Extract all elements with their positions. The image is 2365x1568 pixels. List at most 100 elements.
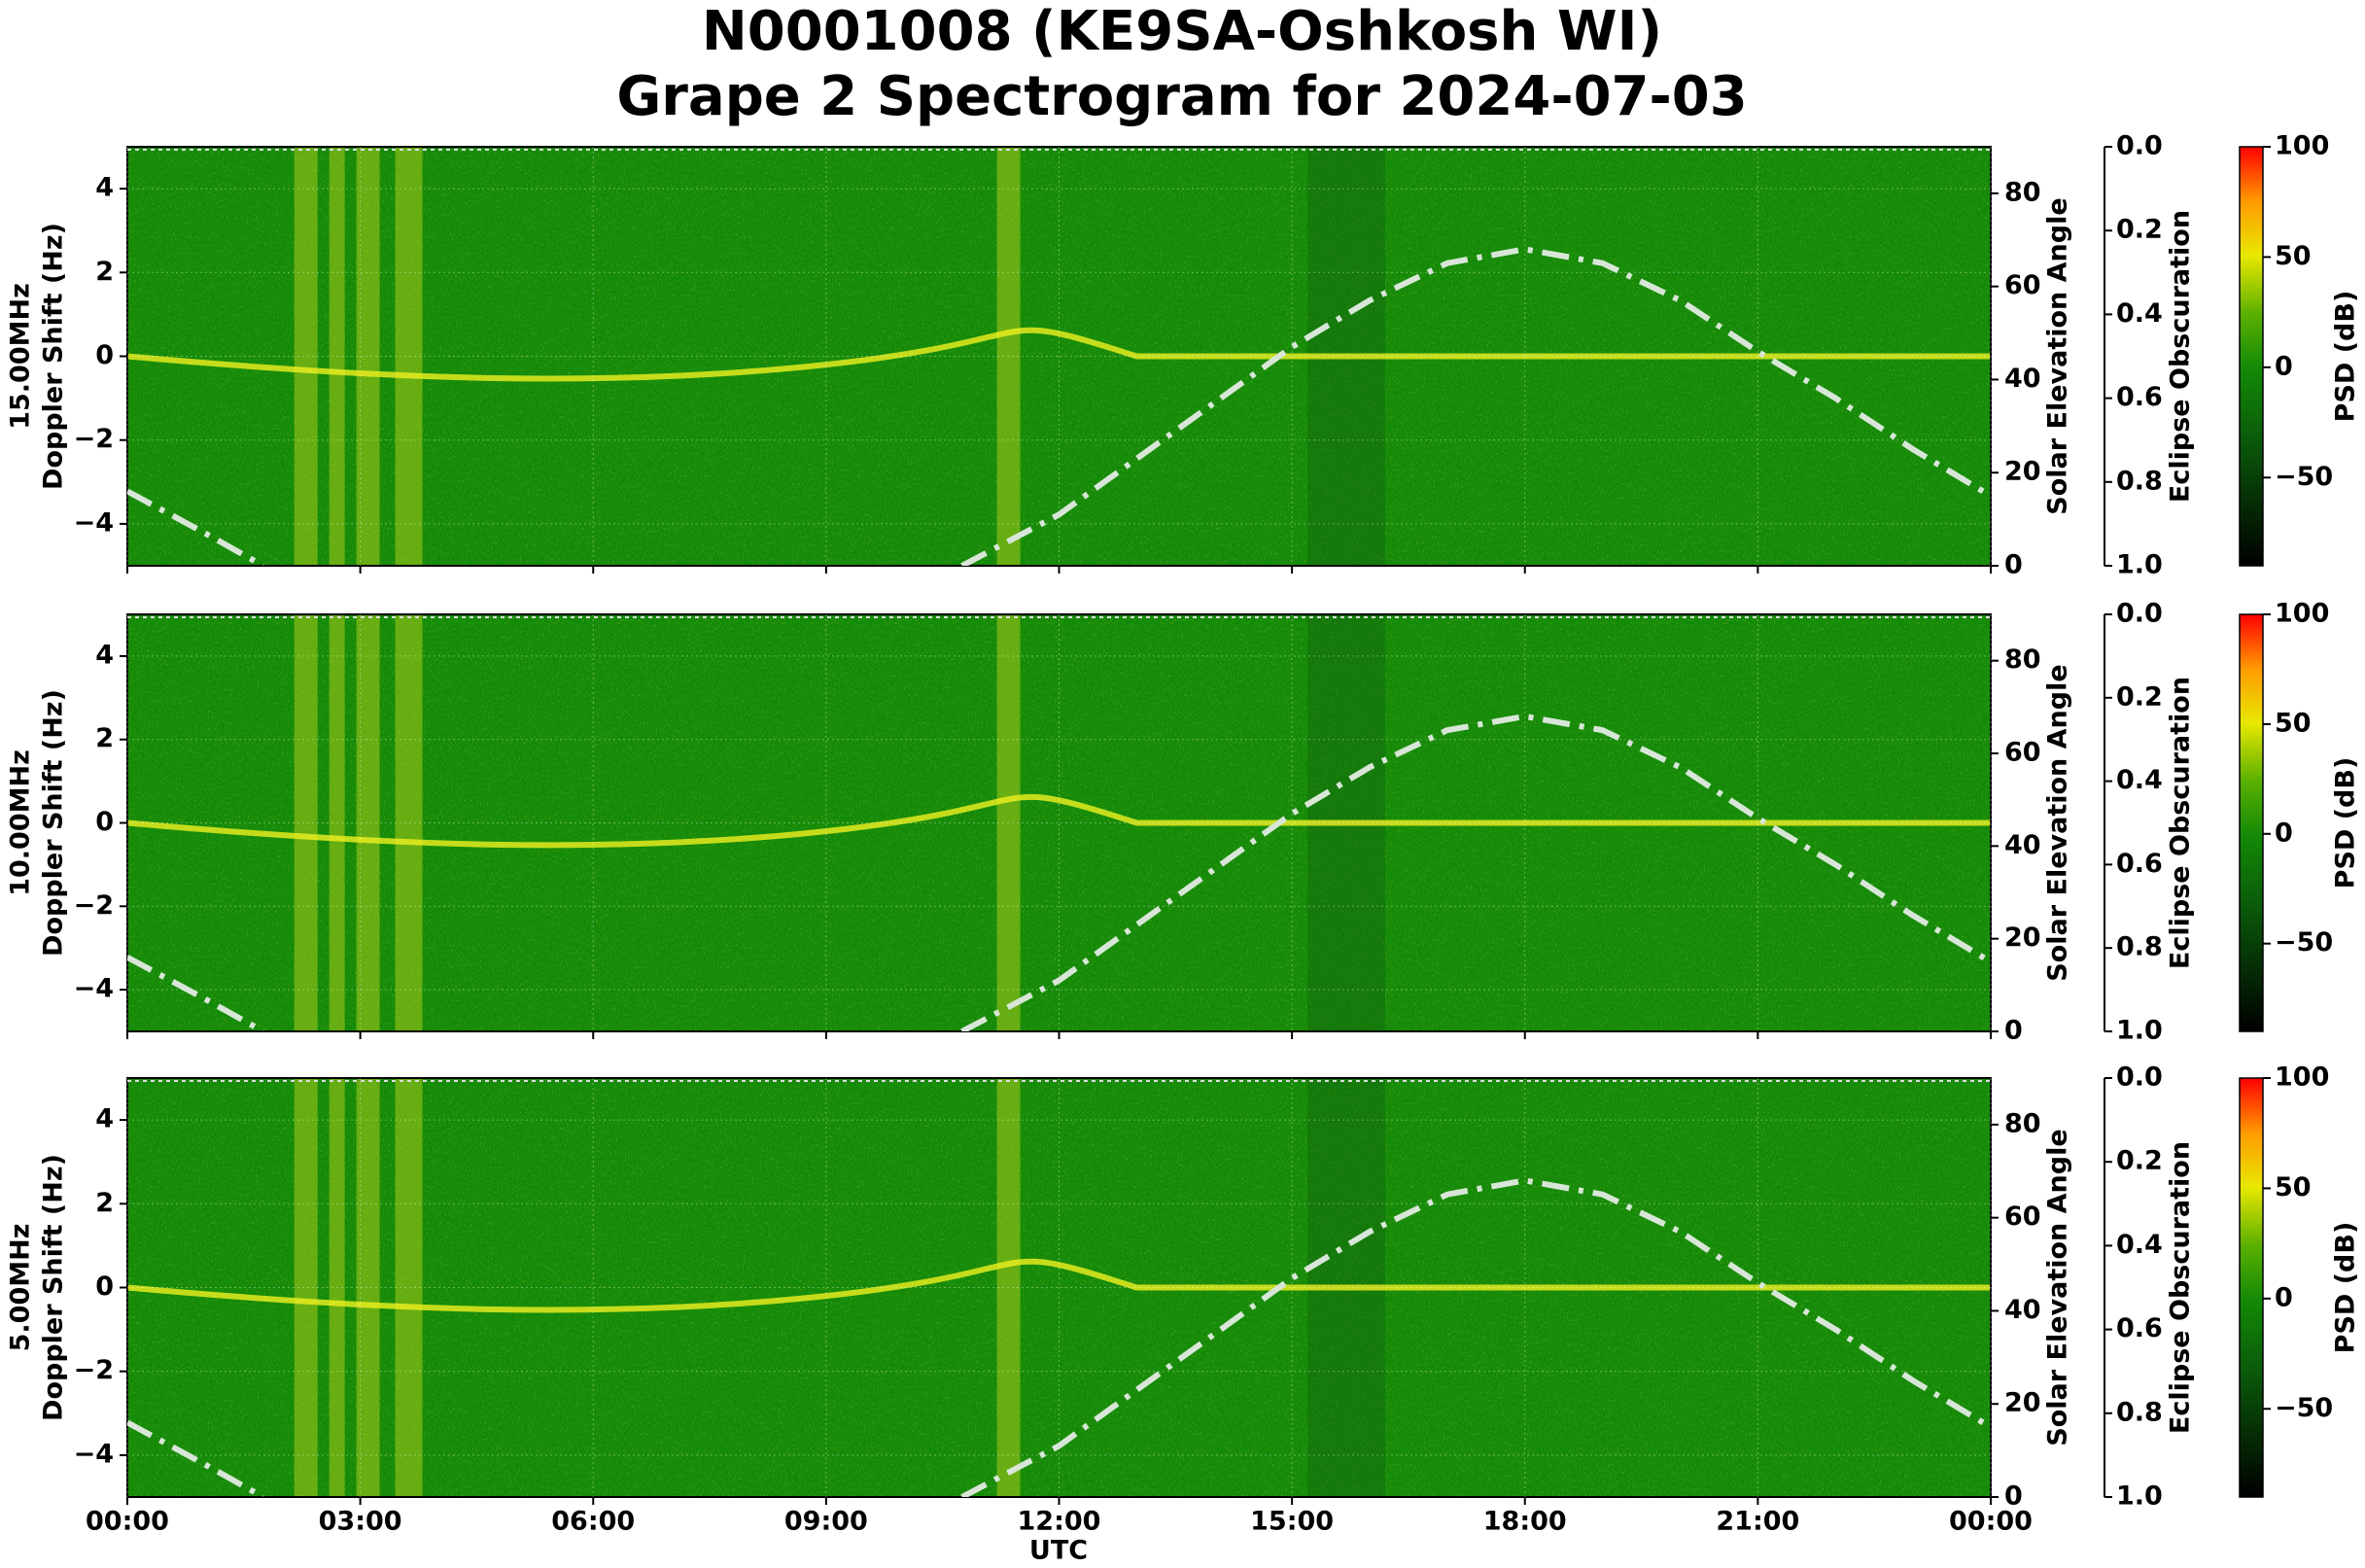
y2-tick-label: 40 [2004,364,2041,394]
y3-tick-label: 1.0 [2116,1016,2163,1046]
y-axis-label: 15.00MHz [6,283,36,430]
y-axis-label: 5.00MHz [6,1224,36,1352]
colorbar-tick-label: 0 [2275,351,2293,381]
interference-band [395,147,423,566]
y2-tick-label: 40 [2004,1295,2041,1325]
colorbar [2239,146,2264,567]
x-axis-label: UTC [1029,1536,1088,1566]
colorbar-tick-label: −50 [2275,927,2333,958]
carrier-trace [126,1258,1991,1313]
y-tick-label: −4 [74,1439,114,1469]
title-line: Grape 2 Spectrogram for 2024-07-03 [616,65,1747,128]
y-axis-label: 10.00MHz [6,749,36,896]
y-tick-label: 4 [95,640,114,670]
y2-tick-label: 20 [2004,1388,2041,1418]
y-tick-label: 4 [95,1104,114,1134]
y2-tick-label: 40 [2004,830,2041,860]
x-tick-label: 18:00 [1483,1507,1567,1537]
interference-band [395,1078,423,1497]
colorbar-tick-label: 50 [2275,1172,2312,1202]
y3-tick-label: 0.4 [2116,298,2163,329]
spectrogram [126,147,1991,566]
solar-elevation-line [127,1177,1991,1497]
colorbar-tick-label: 0 [2275,1282,2293,1312]
colorbar-label: PSD (dB) [2331,291,2361,423]
interference-band [294,614,318,1031]
x-tick-label: 21:00 [1716,1507,1799,1537]
colorbar-tick-label: 50 [2275,708,2312,738]
y-tick-label: 0 [95,1272,114,1302]
y3-tick-label: 0.4 [2116,765,2163,795]
x-tick-label: 00:00 [86,1507,169,1537]
interference-band [329,147,345,566]
y2-tick-label: 0 [2004,550,2023,580]
y2-axis-label: Solar Elevation Angle [2043,664,2073,981]
colorbar [2239,613,2264,1032]
y-tick-label: 0 [95,807,114,837]
y-axis-label: Doppler Shift (Hz) [39,223,69,490]
interference-band [356,614,380,1031]
y3-tick-label: 0.2 [2116,215,2163,245]
y2-axis-label: Solar Elevation Angle [2043,1129,2073,1446]
interference-band [395,614,423,1031]
y3-tick-label: 0.2 [2116,681,2163,712]
y2-tick-label: 60 [2004,1202,2041,1232]
colorbar-tick-label: −50 [2275,1393,2333,1423]
y2-tick-label: 0 [2004,1481,2023,1512]
y3-tick-label: 0.6 [2116,382,2163,412]
x-tick-label: 12:00 [1018,1507,1101,1537]
y-tick-label: −4 [74,507,114,538]
y2-tick-label: 0 [2004,1016,2023,1046]
interference-band [996,1078,1021,1497]
interference-band [996,147,1021,566]
y-tick-label: −4 [74,974,114,1004]
colorbar-tick-label: 100 [2275,131,2329,161]
y3-tick-label: 1.0 [2116,550,2163,580]
y3-tick-label: 0.2 [2116,1146,2163,1176]
x-tick-label: 06:00 [551,1507,635,1537]
y-tick-label: 0 [95,340,114,370]
x-tick-label: 03:00 [319,1507,402,1537]
y-tick-label: 2 [95,257,114,287]
y3-tick-label: 0.0 [2116,599,2163,629]
y-tick-label: 2 [95,1188,114,1218]
title-line: N0001008 (KE9SA-Oshkosh WI) [702,0,1662,63]
y3-tick-label: 0.0 [2116,131,2163,161]
y3-tick-label: 0.8 [2116,932,2163,962]
y3-tick-label: 0.8 [2116,1397,2163,1427]
solar-elevation-line [127,713,1991,1031]
y-tick-label: 4 [95,173,114,203]
interference-band [996,614,1021,1031]
y-axis-label: Doppler Shift (Hz) [39,1154,69,1421]
y2-tick-label: 60 [2004,738,2041,768]
y3-axis-label: Eclipse Obscuration [2166,677,2196,969]
x-tick-label: 09:00 [784,1507,868,1537]
interference-band [356,147,380,566]
colorbar-tick-label: 100 [2275,599,2329,629]
y2-tick-label: 80 [2004,1108,2041,1138]
colorbar-label: PSD (dB) [2331,1222,2361,1354]
y3-axis-label: Eclipse Obscuration [2166,210,2196,503]
y-tick-label: −2 [74,424,114,454]
solar-elevation-line [127,246,1991,566]
interference-band [294,1078,318,1497]
y3-tick-label: 0.8 [2116,466,2163,496]
y3-tick-label: 0.6 [2116,1313,2163,1343]
x-tick-label: 15:00 [1250,1507,1334,1537]
colorbar-tick-label: −50 [2275,462,2333,492]
spectrogram [126,1078,1991,1497]
y-tick-label: −2 [74,890,114,921]
y-axis-label: Doppler Shift (Hz) [39,689,69,957]
spectrogram [126,614,1991,1031]
y2-tick-label: 60 [2004,270,2041,300]
carrier-trace [126,793,1991,849]
y3-tick-label: 1.0 [2116,1481,2163,1512]
interference-band [356,1078,380,1497]
y2-axis-label: Solar Elevation Angle [2043,197,2073,514]
y3-axis-label: Eclipse Obscuration [2166,1141,2196,1434]
colorbar-label: PSD (dB) [2331,757,2361,889]
y2-tick-label: 80 [2004,645,2041,675]
carrier-trace [126,327,1991,382]
x-tick-label: 00:00 [1949,1507,2033,1537]
